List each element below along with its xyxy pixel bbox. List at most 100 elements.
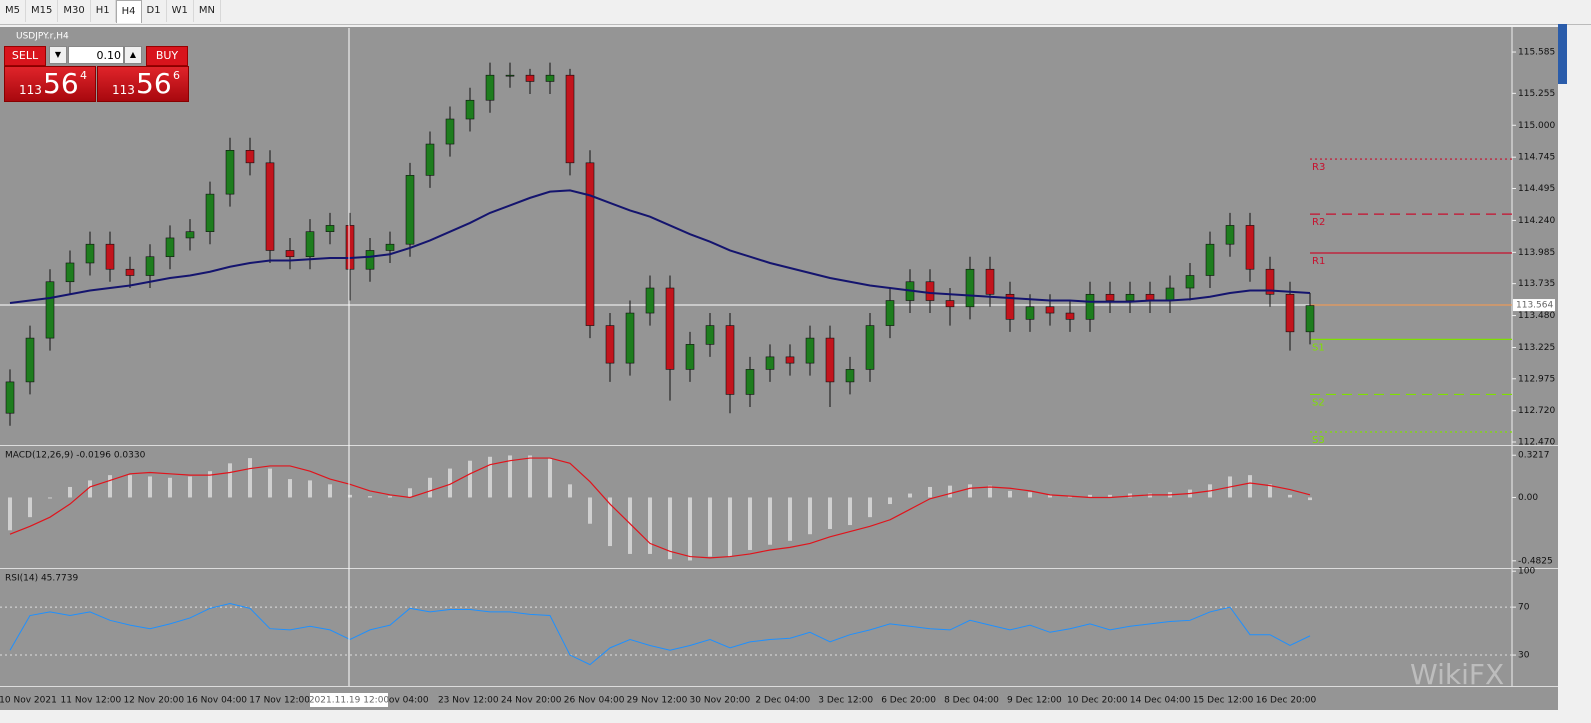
- moving-average: [9, 189, 1311, 305]
- candle-body: [1285, 293, 1295, 333]
- histogram-bar: [348, 494, 352, 498]
- buy-button[interactable]: BUY: [146, 46, 188, 66]
- histogram-bar: [988, 485, 992, 498]
- x-tick-label: 2 Dec 04:00: [755, 696, 810, 706]
- timeframe-button[interactable]: M30: [58, 0, 91, 22]
- histogram-bar: [1108, 494, 1112, 498]
- histogram-bar: [1308, 497, 1312, 501]
- histogram-bar: [8, 497, 12, 531]
- candle-body: [25, 337, 35, 383]
- x-tick-label: 30 Nov 20:00: [690, 696, 751, 706]
- candle-body: [225, 150, 235, 195]
- timeframe-button[interactable]: D1: [142, 0, 167, 22]
- histogram-bar: [1048, 494, 1052, 498]
- histogram-bar: [1008, 490, 1012, 498]
- crosshair-tag: [310, 693, 388, 707]
- price-tag-label: 113.564: [1516, 301, 1553, 311]
- candle-body: [605, 325, 615, 364]
- price-main: 56: [43, 67, 79, 100]
- lot-input[interactable]: 0.10: [68, 46, 124, 64]
- histogram-bar: [968, 484, 972, 498]
- candle-body: [765, 356, 775, 370]
- histogram-bar: [448, 468, 452, 498]
- candle-body: [1205, 243, 1215, 276]
- rsi-line: [9, 603, 1311, 666]
- histogram-bar: [168, 477, 172, 498]
- timeframe-button[interactable]: H1: [91, 0, 116, 22]
- histogram-bar: [828, 497, 832, 529]
- histogram-bar: [648, 497, 652, 554]
- x-tick-label: 15 Dec 12:00: [1193, 696, 1254, 706]
- histogram-bar: [68, 486, 72, 498]
- y-tick-label: 113.985: [1518, 248, 1555, 258]
- histogram-bar: [368, 496, 372, 498]
- histogram-bar: [588, 497, 592, 524]
- candle-body: [5, 381, 15, 414]
- y-tick-label: 112.975: [1518, 374, 1555, 384]
- histogram-bar: [28, 497, 32, 518]
- timeframe-button[interactable]: W1: [167, 0, 194, 22]
- candle-body: [245, 150, 255, 164]
- y-tick-label: 114.745: [1518, 153, 1555, 163]
- sell-price[interactable]: 113 56 4: [4, 66, 96, 102]
- x-tick-label: 16 Dec 20:00: [1256, 696, 1317, 706]
- histogram-bar: [788, 497, 792, 541]
- histogram-bar: [468, 460, 472, 498]
- histogram-bar: [608, 497, 612, 547]
- timeframe-button[interactable]: M5: [0, 0, 26, 22]
- candle-body: [325, 225, 335, 232]
- buy-price[interactable]: 113 56 6: [97, 66, 189, 102]
- histogram-bar: [428, 477, 432, 498]
- histogram-bar: [488, 456, 492, 498]
- candle-body: [425, 143, 435, 176]
- candle-body: [185, 231, 195, 239]
- candle-body: [1105, 293, 1115, 301]
- y-tick-label: 112.470: [1518, 437, 1555, 447]
- y-tick-label: 0.00: [1518, 493, 1538, 503]
- candle-body: [345, 225, 355, 270]
- crosshair-label: 2021.11.19 12:00: [309, 696, 390, 706]
- candle-body: [305, 231, 315, 258]
- timeframe-button[interactable]: MN: [194, 0, 221, 22]
- candle-body: [1185, 275, 1195, 289]
- y-tick-label: 115.000: [1518, 121, 1555, 131]
- histogram-bar: [768, 497, 772, 545]
- histogram-bar: [1088, 494, 1092, 498]
- y-tick-label: 113.735: [1518, 279, 1555, 289]
- x-tick-label: 10 Nov 2021: [0, 696, 57, 706]
- watermark: WikiFX: [1410, 658, 1504, 691]
- x-tick-label: 9 Dec 12:00: [1007, 696, 1062, 706]
- lot-up[interactable]: ▲: [124, 46, 142, 64]
- histogram-bar: [568, 484, 572, 498]
- candle-body: [565, 74, 575, 164]
- histogram-bar: [188, 476, 192, 498]
- sell-button[interactable]: SELL: [4, 46, 46, 66]
- candle-body: [1305, 305, 1315, 333]
- y-tick-label: 115.255: [1518, 89, 1555, 99]
- candle-body: [85, 243, 95, 264]
- candle-body: [1065, 312, 1075, 320]
- x-tick-label: Nov 04:00: [382, 696, 429, 706]
- y-tick-label: 0.3217: [1518, 451, 1550, 461]
- lot-dropdown[interactable]: ▼: [49, 46, 67, 64]
- candle-body: [1125, 293, 1135, 301]
- y-tick-label: 114.495: [1518, 184, 1555, 194]
- x-tick-label: 24 Nov 20:00: [501, 696, 562, 706]
- timeframe-button[interactable]: H4: [115, 0, 142, 23]
- histogram-bar: [1248, 475, 1252, 498]
- candle-body: [1225, 225, 1235, 245]
- candle-body: [65, 262, 75, 283]
- histogram-bar: [848, 497, 852, 526]
- timeframe-button[interactable]: M15: [26, 0, 59, 22]
- side-strip: [1558, 24, 1567, 84]
- histogram-bar: [248, 458, 252, 498]
- pivot-label: R2: [1312, 217, 1325, 228]
- y-tick-label: 30: [1518, 651, 1530, 661]
- x-tick-label: 29 Nov 12:00: [627, 696, 688, 706]
- x-tick-label: 23 Nov 12:00: [438, 696, 499, 706]
- pivot-label: S2: [1312, 397, 1325, 408]
- x-tick-label: 12 Nov 20:00: [123, 696, 184, 706]
- candle-body: [825, 337, 835, 383]
- candle-body: [585, 162, 595, 326]
